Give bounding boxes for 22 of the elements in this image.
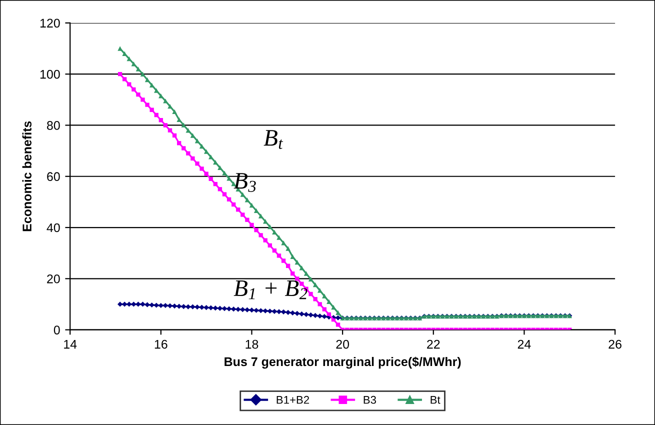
x-tick-label: 14 — [64, 340, 77, 349]
x-tick-label: 22 — [427, 340, 440, 349]
y-tick-label: 0 — [54, 326, 60, 334]
x-axis-title: Bus 7 generator marginal price($/MWhr) — [224, 356, 461, 369]
y-tick-label: 40 — [46, 223, 60, 232]
legend-label: Bt — [430, 396, 440, 404]
annotation: B$_{1}$ + B$_{2}$ — [234, 280, 308, 300]
y-axis-title: Economic benefits — [22, 121, 32, 232]
annotation: B$_{t}$ — [264, 130, 284, 149]
x-tick-label: 16 — [154, 340, 168, 349]
annotation: B$_{3}$ — [234, 173, 256, 192]
y-tick-label: 120 — [40, 18, 60, 28]
x-tick-label: 20 — [336, 340, 350, 349]
x-tick-label: 26 — [608, 340, 622, 349]
y-tick-label: 100 — [40, 70, 60, 79]
x-tick-label: 18 — [246, 340, 258, 349]
y-tick-label: 60 — [47, 172, 60, 182]
legend-label: B1+B2 — [276, 396, 310, 404]
y-tick-label: 20 — [47, 274, 60, 284]
y-tick-label: 80 — [47, 121, 60, 130]
legend-label: B3 — [364, 396, 376, 404]
x-tick-label: 24 — [518, 340, 531, 349]
